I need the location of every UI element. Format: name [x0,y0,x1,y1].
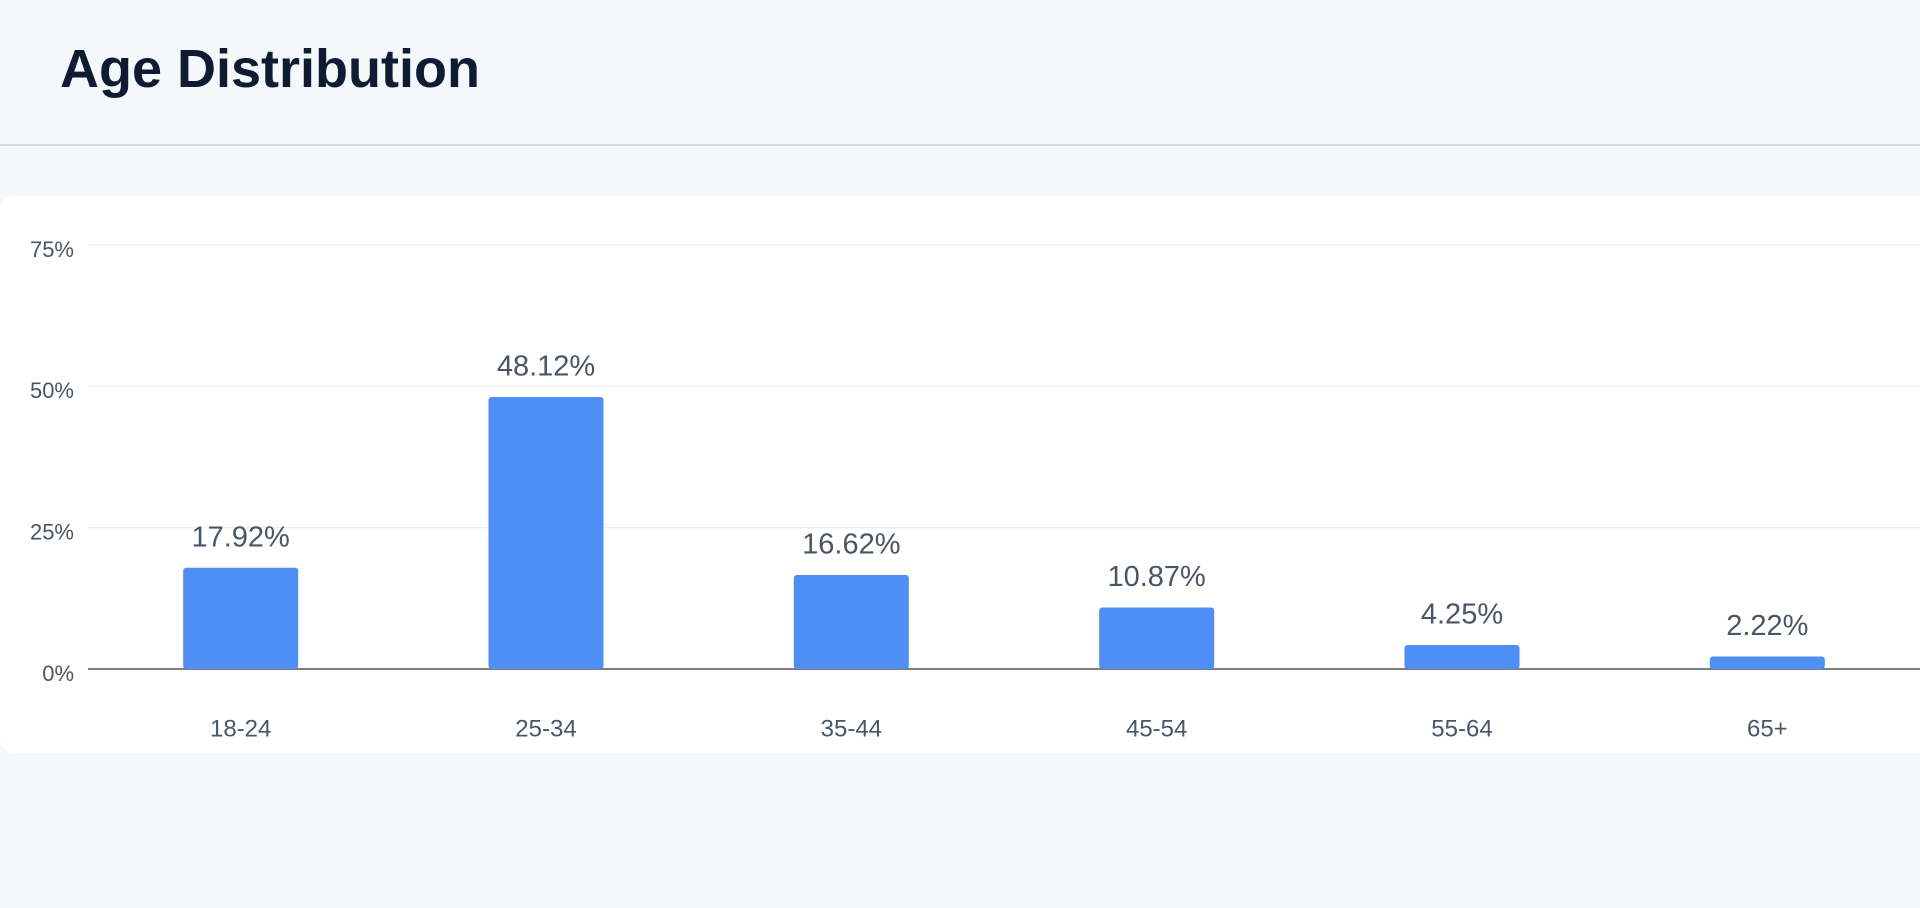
x-tick-label: 18-24 [210,715,271,742]
x-tick-label: 65+ [1747,715,1788,742]
chart-card [0,196,1920,753]
value-label: 10.87% [1107,561,1205,593]
bar [488,396,604,669]
x-tick-label: 35-44 [821,715,882,742]
header: Age Distribution [0,0,1920,146]
chart: 0% 25% 50% 75% 18-24 17.92% 25-34 48.12% 35-44 16… [30,237,1920,742]
y-tick-label: 50% [30,378,74,403]
y-tick-label: 25% [30,519,74,544]
x-tick-label: 45-54 [1126,715,1187,742]
y-tick-label: 75% [30,237,74,262]
value-label: 48.12% [497,351,595,383]
x-tick-label: 55-64 [1431,715,1492,742]
y-tick-label: 0% [42,661,74,686]
bar [1404,644,1520,669]
x-tick-label: 25-34 [515,715,576,742]
chart-title: Age Distribution [60,39,480,99]
value-label: 2.22% [1726,610,1808,642]
bar [183,567,299,669]
value-label: 16.62% [802,529,900,561]
value-label: 17.92% [191,521,289,553]
bar [793,575,909,669]
bar [1709,656,1825,669]
bar [1099,607,1215,669]
value-label: 4.25% [1421,599,1503,631]
